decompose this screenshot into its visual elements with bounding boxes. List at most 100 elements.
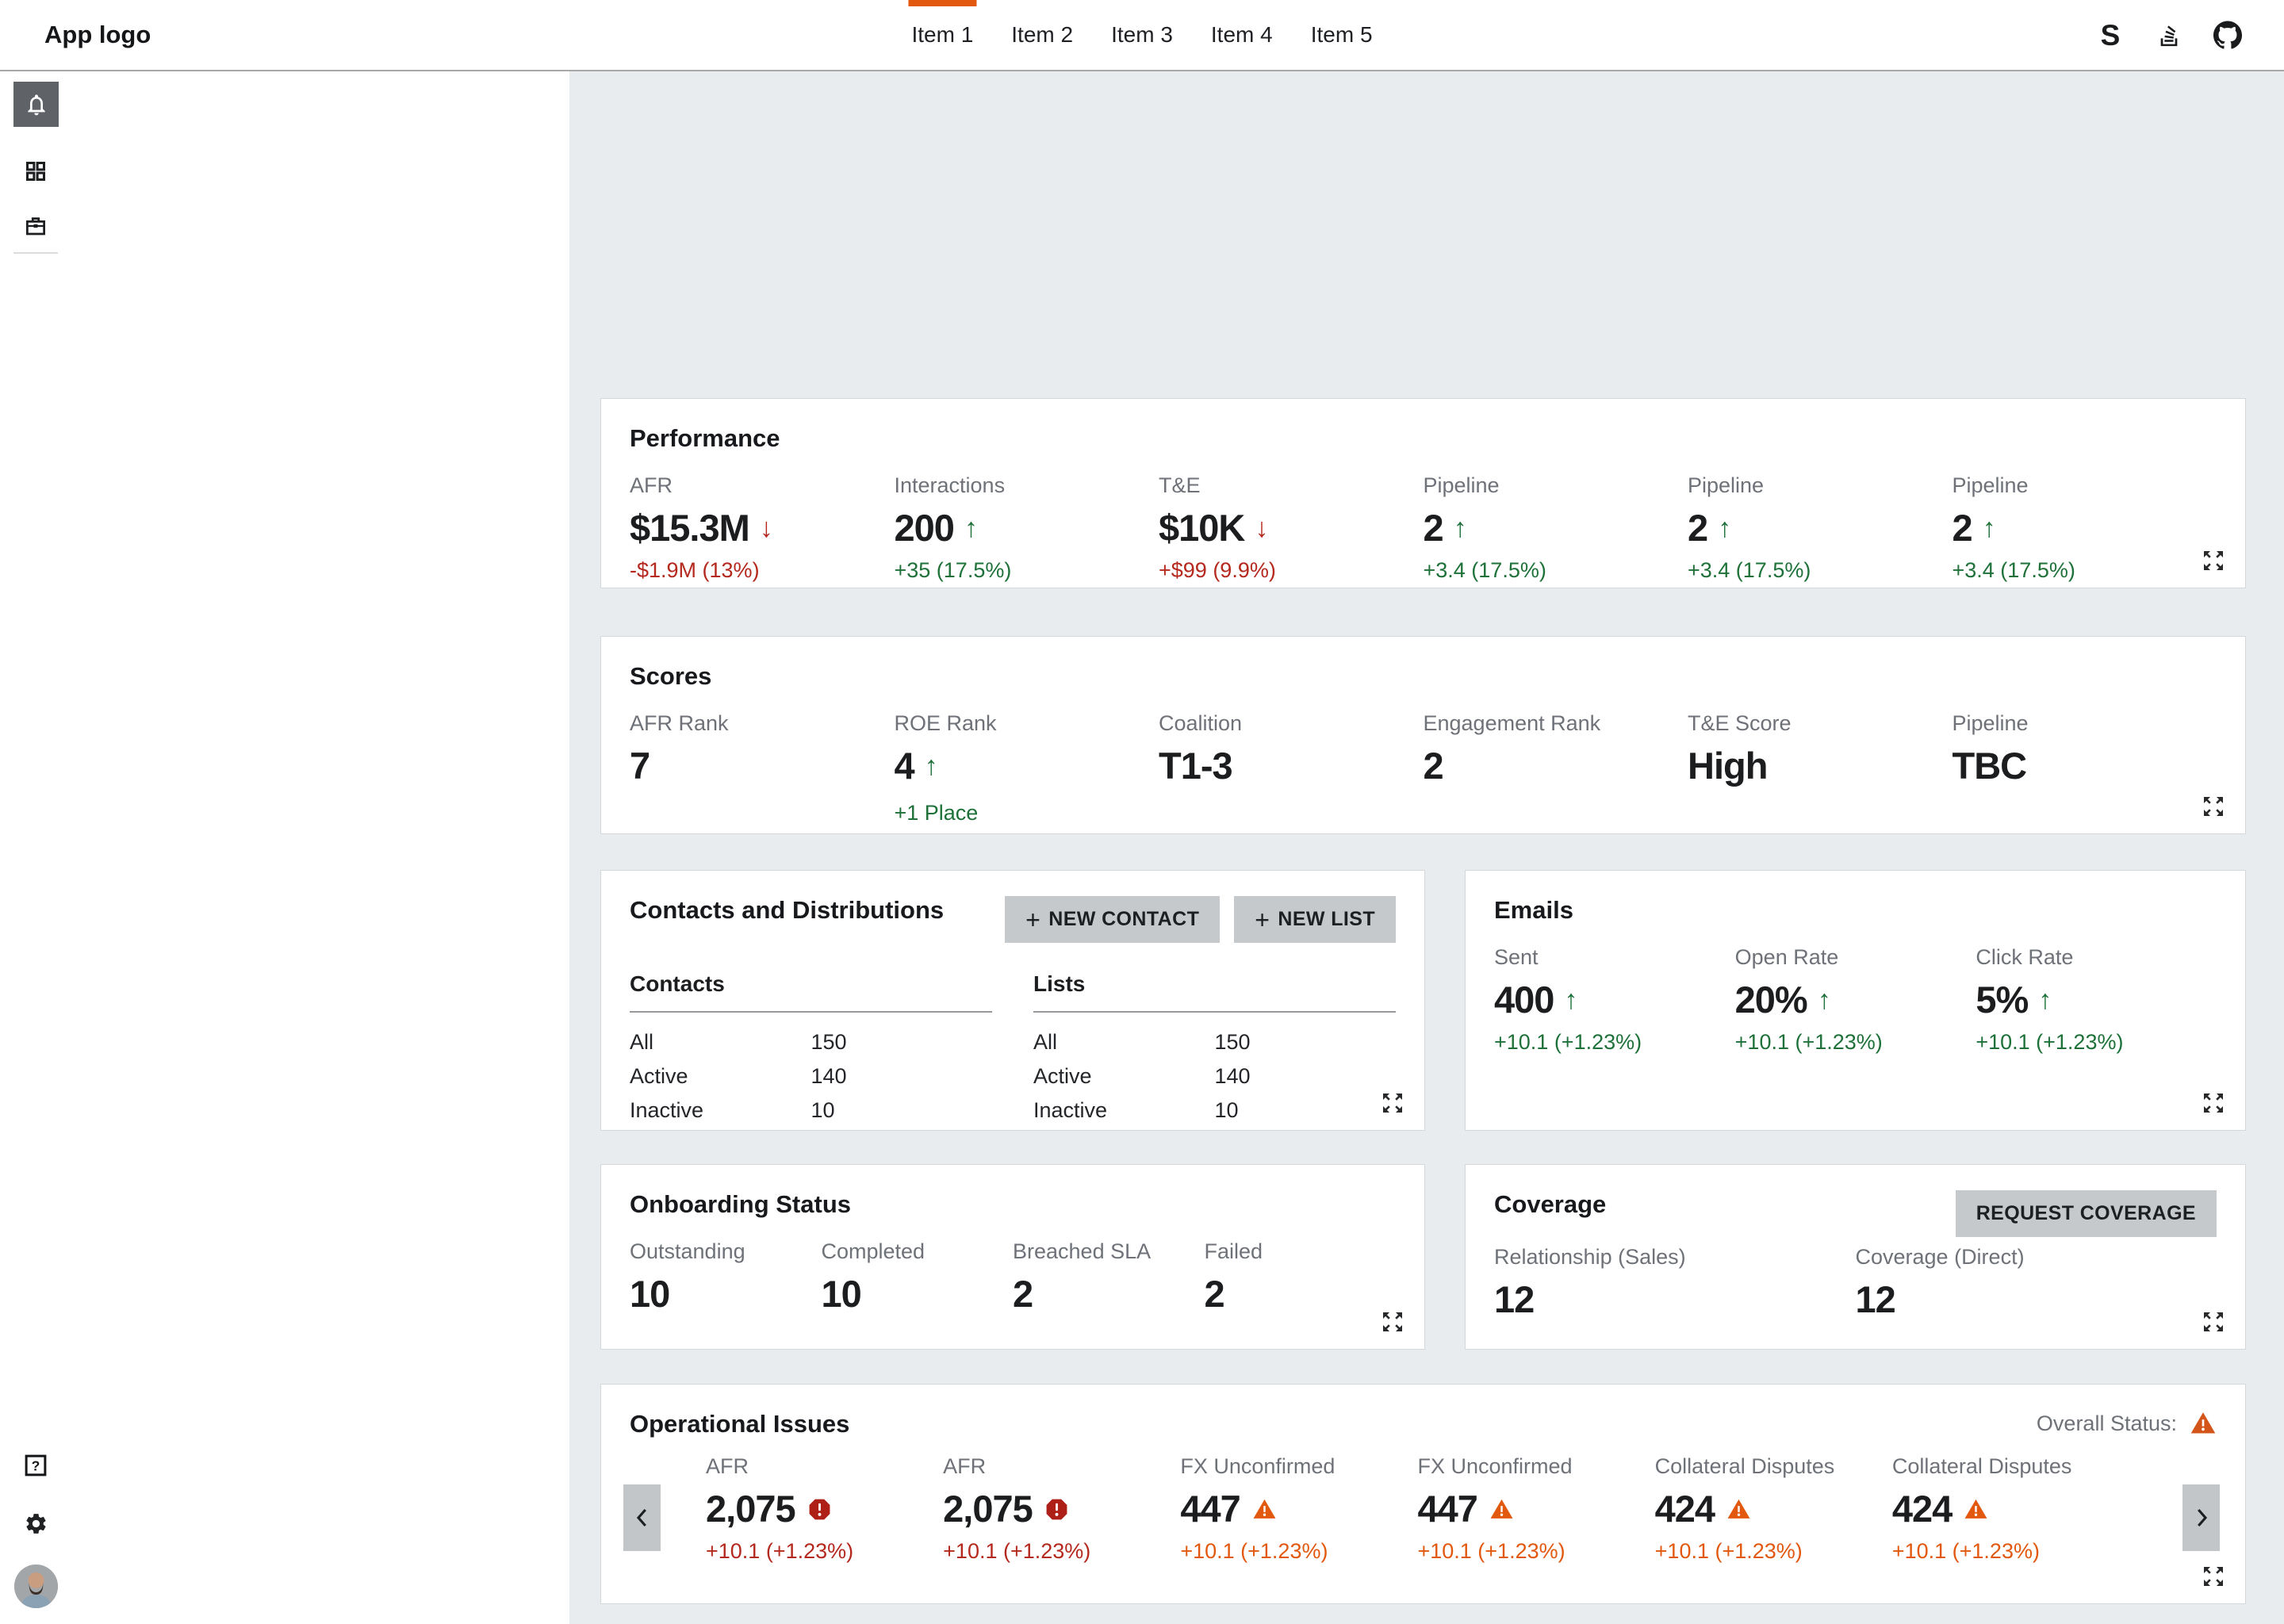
overall-status-label: Overall Status: — [2036, 1411, 2177, 1435]
metric-value: 7 — [630, 745, 650, 787]
metric: Pipeline 2 ↑ +3.4 (17.5%) — [1953, 473, 2217, 583]
trend-arrow-icon: ↑ — [924, 751, 938, 781]
carousel-next-button[interactable] — [2182, 1484, 2220, 1551]
card-title: Operational Issues — [630, 1410, 850, 1438]
metric: Interactions 200 ↑ +35 (17.5%) — [895, 473, 1159, 583]
action-button[interactable]: + NEW CONTACT — [1005, 896, 1221, 943]
github-icon[interactable] — [2213, 20, 2243, 50]
row-value: 140 — [1214, 1064, 1251, 1088]
card-title: Scores — [630, 662, 712, 690]
metric-value: 10 — [630, 1273, 670, 1315]
icon-rail: ? — [0, 71, 71, 1624]
help-icon[interactable]: ? — [0, 1442, 71, 1488]
metric-label: Engagement Rank — [1423, 711, 1601, 735]
expand-icon[interactable] — [1380, 1090, 1405, 1116]
metric-value: 2 — [1204, 1273, 1225, 1315]
metric-change: +10.1 (+1.23%) — [1654, 1539, 1803, 1563]
grid-icon[interactable] — [0, 148, 71, 193]
expand-icon[interactable] — [2201, 1090, 2226, 1116]
row-value: 150 — [1214, 1030, 1251, 1054]
briefcase-icon[interactable] — [0, 203, 71, 248]
nav-tab[interactable]: Item 5 — [1308, 0, 1376, 70]
metric-label: T&E — [1159, 473, 1201, 497]
metric-label: AFR — [943, 1454, 987, 1478]
metric-change: +10.1 (+1.23%) — [1891, 1539, 2040, 1563]
trend-arrow-icon: ↑ — [964, 513, 978, 543]
metric: AFR Rank 7 — [630, 711, 895, 825]
nav-tab[interactable]: Item 4 — [1208, 0, 1276, 70]
plus-icon: + — [1255, 905, 1270, 934]
metric-value: 4 — [894, 745, 915, 787]
row-label: All — [1033, 1030, 1058, 1054]
trend-arrow-icon: ↑ — [2038, 985, 2052, 1015]
metric-value: 424 — [1654, 1488, 1715, 1530]
metric-label: Pipeline — [1952, 473, 2029, 497]
onboarding-status-card: Onboarding Status Outstanding 10 Complet… — [600, 1164, 1425, 1350]
stackoverflow-icon[interactable] — [2154, 20, 2184, 50]
expand-icon[interactable] — [2201, 1309, 2226, 1335]
metric-value: T1-3 — [1159, 745, 1233, 787]
metric-value: 447 — [1417, 1488, 1477, 1530]
warning-icon — [2190, 1412, 2216, 1434]
s-logo-icon[interactable]: S — [2095, 20, 2125, 50]
metric-label: Pipeline — [1688, 473, 1765, 497]
action-button[interactable]: + NEW LIST — [1234, 896, 1396, 943]
expand-icon[interactable] — [2201, 1564, 2226, 1589]
metric: Breached SLA 2 — [1013, 1239, 1205, 1315]
metric-label: FX Unconfirmed — [1417, 1454, 1573, 1478]
metric-value: 200 — [894, 507, 955, 549]
expand-icon[interactable] — [1380, 1309, 1405, 1335]
metric: FX Unconfirmed 447 +10.1 (+1.23%) — [1180, 1454, 1417, 1564]
metric: Pipeline TBC — [1953, 711, 2217, 825]
metric-value: 2 — [1423, 507, 1444, 549]
table-row: Active 140 — [630, 1059, 992, 1094]
request-coverage-button[interactable]: REQUEST COVERAGE — [1955, 1190, 2217, 1237]
row-label: All — [630, 1030, 654, 1054]
trend-arrow-icon: ↑ — [1564, 985, 1578, 1015]
metric-subtext: +1 Place — [894, 801, 979, 825]
metric-label: Pipeline — [1423, 473, 1500, 497]
left-sidebar: ? — [0, 71, 569, 1624]
svg-text:?: ? — [32, 1457, 40, 1473]
row-value: 140 — [811, 1064, 847, 1088]
metric-label: Coverage (Direct) — [1855, 1245, 2025, 1269]
avatar[interactable] — [14, 1565, 58, 1608]
metric-value: 2 — [1952, 507, 1973, 549]
operational-issues-card: Operational Issues Overall Status: AFR 2… — [600, 1384, 2246, 1604]
expand-icon[interactable] — [2201, 794, 2226, 819]
nav-tab[interactable]: Item 1 — [908, 0, 977, 70]
card-title: Onboarding Status — [630, 1190, 851, 1218]
trend-arrow-icon: ↑ — [1982, 513, 1996, 543]
metric: Completed 10 — [822, 1239, 1014, 1315]
nav-tab[interactable]: Item 2 — [1008, 0, 1076, 70]
metric-label: Open Rate — [1734, 945, 1839, 969]
trend-arrow-icon: ↑ — [1718, 513, 1732, 543]
warning-icon — [1489, 1497, 1514, 1522]
card-title: Emails — [1494, 896, 1573, 924]
metric: Coverage (Direct) 12 — [1856, 1245, 2217, 1320]
metric-value: $10K — [1159, 507, 1245, 549]
row-value: 10 — [811, 1098, 835, 1122]
metric-change: +10.1 (+1.23%) — [1494, 1030, 1642, 1054]
metric-value: 2 — [1013, 1273, 1033, 1315]
metric-label: ROE Rank — [894, 711, 997, 735]
row-label: Inactive — [1033, 1098, 1108, 1122]
metric-value: High — [1688, 745, 1768, 787]
metric-change: +3.4 (17.5%) — [1688, 558, 1811, 582]
metric: Pipeline 2 ↑ +3.4 (17.5%) — [1424, 473, 1688, 583]
metric-value: 2 — [1423, 745, 1444, 787]
metric: T&E Score High — [1688, 711, 1953, 825]
metric: ROE Rank 4 ↑ +1 Place — [895, 711, 1159, 825]
metric: Failed 2 — [1205, 1239, 1397, 1315]
carousel-previous-button[interactable] — [623, 1484, 661, 1551]
nav-tab[interactable]: Item 3 — [1108, 0, 1176, 70]
metric-value: 2 — [1688, 507, 1708, 549]
gear-icon[interactable] — [0, 1501, 71, 1546]
metric-value: 2,075 — [943, 1488, 1033, 1530]
metric: Coalition T1-3 — [1159, 711, 1424, 825]
metric-label: Collateral Disputes — [1891, 1454, 2072, 1478]
card-title: Contacts and Distributions — [630, 896, 945, 924]
expand-icon[interactable] — [2201, 548, 2226, 573]
table-row: Inactive 10 — [1033, 1094, 1396, 1128]
bell-icon[interactable] — [13, 82, 59, 127]
